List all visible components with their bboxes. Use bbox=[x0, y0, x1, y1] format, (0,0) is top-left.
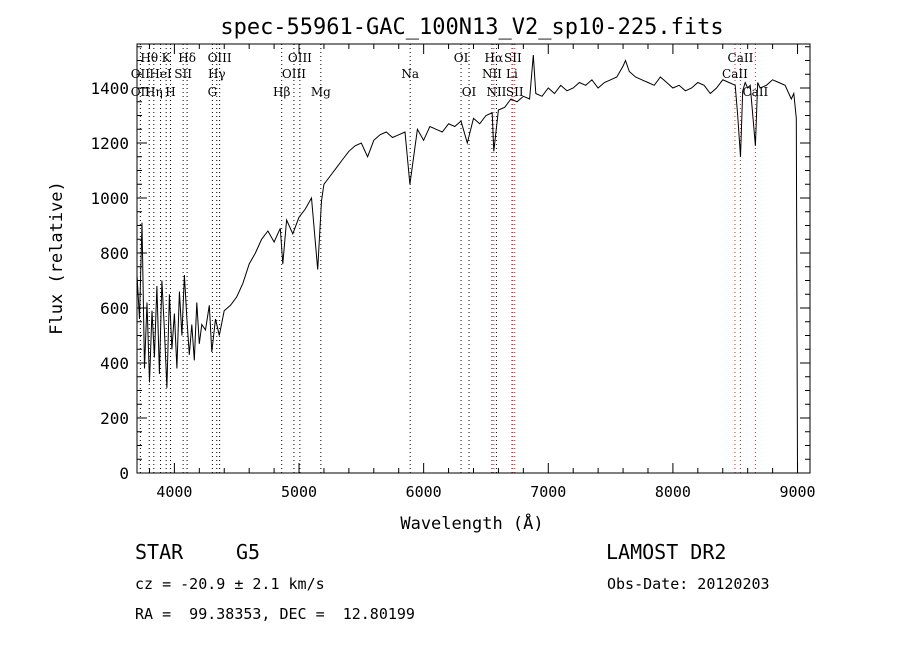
y-axis: 0 200 400 600 800 1000 1200 1400 bbox=[90, 46, 810, 483]
line-label: Hθ bbox=[140, 51, 158, 65]
line-label: Li bbox=[506, 67, 518, 81]
x-tick-label: 7000 bbox=[530, 483, 566, 501]
line-label: Hη bbox=[145, 85, 163, 99]
spectrum-series bbox=[136, 54, 798, 474]
x-axis-label: Wavelength (Å) bbox=[400, 512, 543, 534]
y-tick-label: 400 bbox=[100, 354, 129, 373]
line-label: OI bbox=[454, 51, 469, 65]
y-tick-label: 1000 bbox=[90, 189, 129, 208]
y-tick-label: 1200 bbox=[90, 134, 129, 153]
line-markers bbox=[139, 44, 756, 473]
line-label: Mg bbox=[311, 85, 331, 99]
redshift-text: cz = -20.9 ± 2.1 km/s bbox=[135, 575, 325, 593]
y-tick-label: 200 bbox=[100, 409, 129, 428]
x-tick-label: 4000 bbox=[156, 483, 192, 501]
line-label: HeI bbox=[149, 67, 172, 81]
x-tick-label: 6000 bbox=[406, 483, 442, 501]
subclass: G5 bbox=[236, 540, 261, 564]
line-label: CaII bbox=[722, 67, 748, 81]
y-tick-label: 1400 bbox=[90, 79, 129, 98]
line-label: NII bbox=[486, 85, 506, 99]
line-label: SII bbox=[504, 51, 522, 65]
line-label: SII bbox=[174, 67, 192, 81]
line-label: Hα bbox=[485, 51, 504, 65]
y-axis-label: Flux (relative) bbox=[47, 181, 67, 335]
line-label: Na bbox=[401, 67, 419, 81]
line-label: CaII bbox=[728, 51, 754, 65]
line-label: G bbox=[208, 85, 218, 99]
line-label: H bbox=[165, 85, 175, 99]
line-label: SII bbox=[506, 85, 524, 99]
line-label: OI bbox=[462, 85, 477, 99]
line-label: OIII bbox=[208, 51, 232, 65]
obs-date: Obs-Date: 20120203 bbox=[607, 575, 770, 593]
x-axis: 4000 5000 6000 7000 8000 9000 bbox=[148, 44, 816, 501]
plot-frame bbox=[136, 43, 811, 474]
line-label: K bbox=[162, 51, 172, 65]
line-label: Hβ bbox=[273, 85, 290, 99]
y-tick-label: 800 bbox=[100, 244, 129, 263]
line-label: CaII bbox=[742, 85, 768, 99]
object-class: STAR bbox=[135, 540, 184, 564]
line-label: Hγ bbox=[208, 67, 226, 81]
y-tick-label: 600 bbox=[100, 299, 129, 318]
x-tick-label: 9000 bbox=[779, 483, 815, 501]
x-tick-label: 5000 bbox=[281, 483, 317, 501]
line-label: NII bbox=[482, 67, 502, 81]
line-label: OIII bbox=[282, 67, 306, 81]
chart-title: spec-55961-GAC_100N13_V2_sp10-225.fits bbox=[220, 15, 723, 40]
line-label: OIII bbox=[288, 51, 312, 65]
y-tick-label: 0 bbox=[119, 464, 129, 483]
coordinates: RA = 99.38353, DEC = 12.80199 bbox=[135, 605, 415, 623]
line-label: Hδ bbox=[178, 51, 196, 65]
survey-name: LAMOST DR2 bbox=[606, 540, 727, 564]
spectrum-line bbox=[136, 54, 798, 474]
x-tick-label: 8000 bbox=[655, 483, 691, 501]
